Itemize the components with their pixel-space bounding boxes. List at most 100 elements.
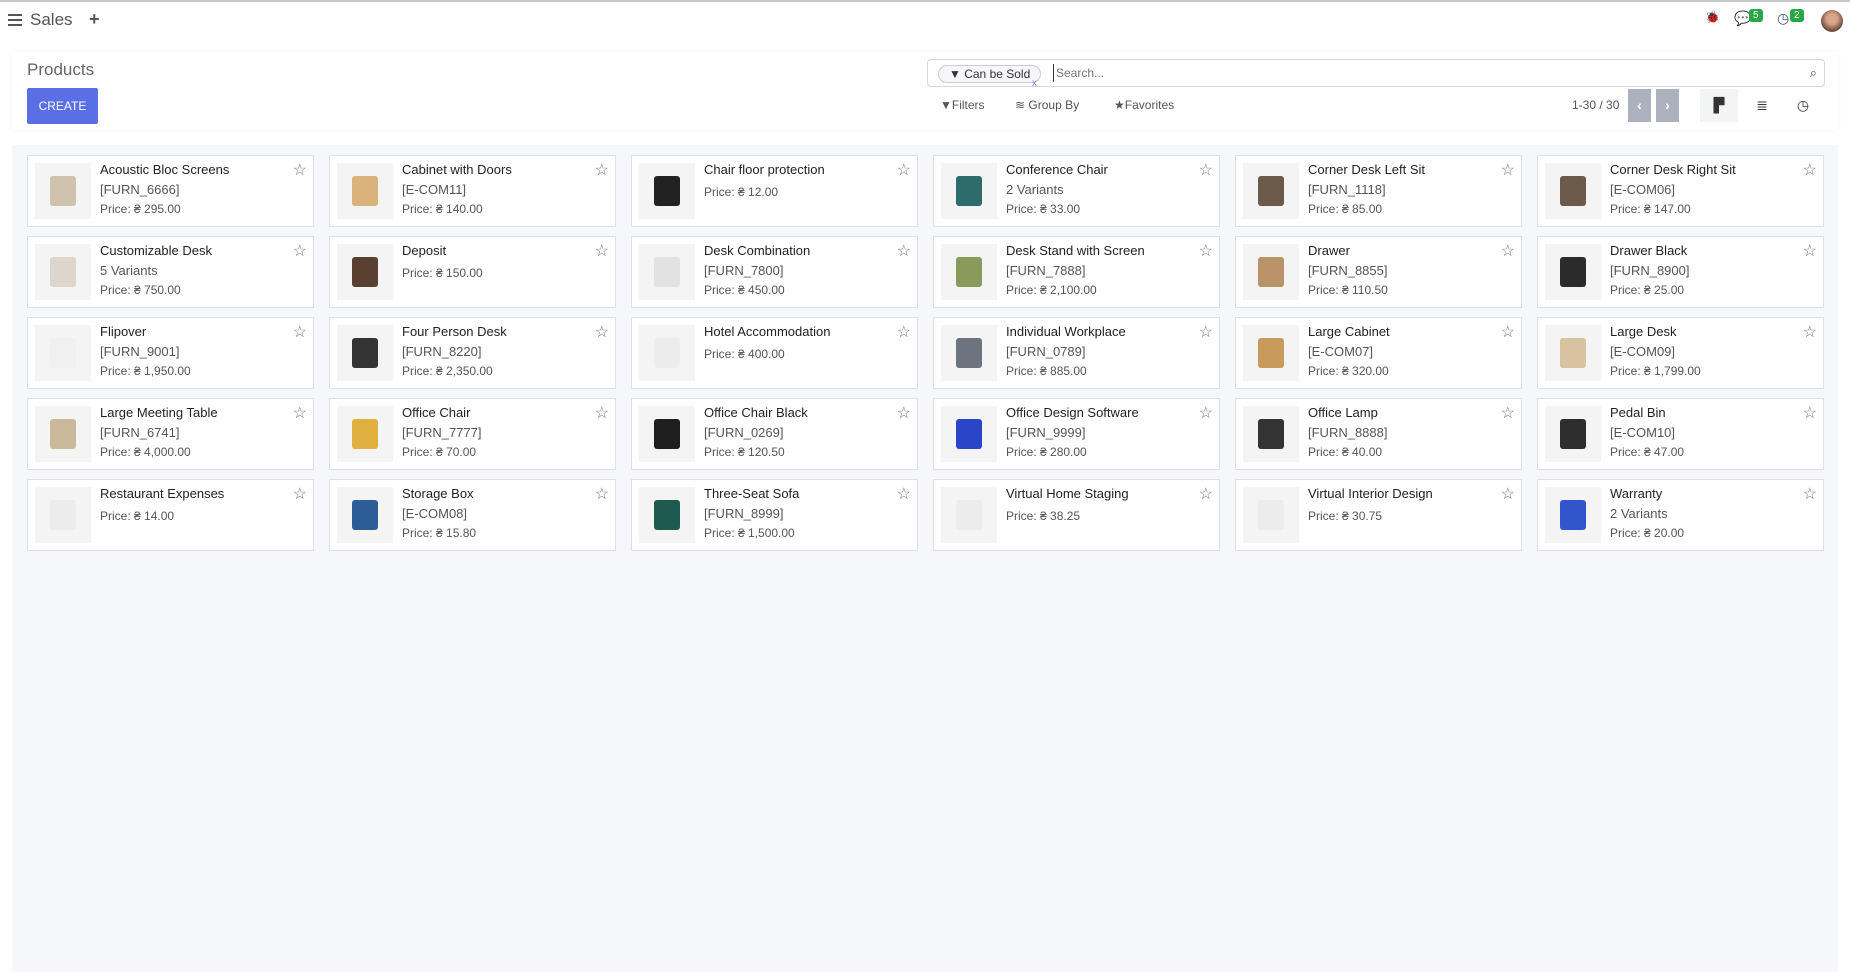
messages-count-badge: 5 <box>1749 9 1763 22</box>
product-card[interactable]: Large Desk [E-COM09] Price: ₴ 1,799.00 ☆ <box>1537 317 1824 389</box>
favorite-star-icon[interactable]: ☆ <box>896 486 911 503</box>
product-card[interactable]: Office Chair [FURN_7777] Price: ₴ 70.00 ☆ <box>329 398 616 470</box>
debug-bug-icon[interactable]: 🐞 <box>1705 10 1720 24</box>
favorite-star-icon[interactable]: ☆ <box>594 243 609 260</box>
favorite-star-icon[interactable]: ☆ <box>292 243 307 260</box>
favorite-star-icon[interactable]: ☆ <box>1500 405 1515 422</box>
favorite-star-icon[interactable]: ☆ <box>1198 162 1213 179</box>
product-reference: [FURN_0789] <box>1006 344 1086 359</box>
product-image <box>35 487 91 543</box>
product-card[interactable]: Drawer [FURN_8855] Price: ₴ 110.50 ☆ <box>1235 236 1522 308</box>
favorite-star-icon[interactable]: ☆ <box>1802 486 1817 503</box>
product-card[interactable]: Warranty 2 Variants Price: ₴ 20.00 ☆ <box>1537 479 1824 551</box>
search-icon[interactable]: ⌕ <box>1809 65 1817 80</box>
product-card[interactable]: Desk Combination [FURN_7800] Price: ₴ 450.… <box>631 236 918 308</box>
favorite-star-icon[interactable]: ☆ <box>594 324 609 341</box>
favorite-star-icon[interactable]: ☆ <box>1198 324 1213 341</box>
pager-next-button[interactable]: › <box>1656 89 1679 122</box>
product-card[interactable]: Large Meeting Table [FURN_6741] Price: ₴ 4… <box>27 398 314 470</box>
favorite-star-icon[interactable]: ☆ <box>1500 162 1515 179</box>
favorite-star-icon[interactable]: ☆ <box>292 405 307 422</box>
product-card[interactable]: Customizable Desk 5 Variants Price: ₴ 750.… <box>27 236 314 308</box>
product-card[interactable]: Chair floor protection Price: ₴ 12.00 ☆ <box>631 155 918 227</box>
favorite-star-icon[interactable]: ☆ <box>1802 162 1817 179</box>
product-image <box>639 406 695 462</box>
filter-facet-can-be-sold[interactable]: ▼ Can be Sold <box>938 65 1042 83</box>
new-tab-plus-icon[interactable]: + <box>89 9 100 29</box>
favorite-star-icon[interactable]: ☆ <box>896 324 911 341</box>
favorite-star-icon[interactable]: ☆ <box>1198 486 1213 503</box>
favorite-star-icon[interactable]: ☆ <box>292 162 307 179</box>
product-card[interactable]: Desk Stand with Screen [FURN_7888] Price: … <box>933 236 1220 308</box>
favorite-star-icon[interactable]: ☆ <box>896 405 911 422</box>
product-card[interactable]: Pedal Bin [E-COM10] Price: ₴ 47.00 ☆ <box>1537 398 1824 470</box>
product-card[interactable]: Large Cabinet [E-COM07] Price: ₴ 320.00 ☆ <box>1235 317 1522 389</box>
product-name: Large Desk <box>1610 324 1677 339</box>
favorite-star-icon[interactable]: ☆ <box>594 405 609 422</box>
product-card[interactable]: Restaurant Expenses Price: ₴ 14.00 ☆ <box>27 479 314 551</box>
facet-remove-icon[interactable]: x <box>1032 78 1037 89</box>
product-card[interactable]: Acoustic Bloc Screens [FURN_6666] Price: ₴… <box>27 155 314 227</box>
product-card[interactable]: Office Design Software [FURN_9999] Price: … <box>933 398 1220 470</box>
favorite-star-icon[interactable]: ☆ <box>1802 405 1817 422</box>
product-price: Price: ₴ 85.00 <box>1308 202 1383 216</box>
favorite-star-icon[interactable]: ☆ <box>896 162 911 179</box>
product-card[interactable]: Flipover [FURN_9001] Price: ₴ 1,950.00 ☆ <box>27 317 314 389</box>
product-card[interactable]: Drawer Black [FURN_8900] Price: ₴ 25.00 ☆ <box>1537 236 1824 308</box>
app-title[interactable]: Sales <box>30 10 73 29</box>
product-price: Price: ₴ 110.50 <box>1308 283 1388 297</box>
search-bar[interactable]: ▼ Can be Sold ⌕ <box>927 59 1825 87</box>
favorite-star-icon[interactable]: ☆ <box>292 486 307 503</box>
favorite-star-icon[interactable]: ☆ <box>1500 324 1515 341</box>
favorite-star-icon[interactable]: ☆ <box>594 162 609 179</box>
product-card[interactable]: Corner Desk Right Sit [E-COM06] Price: ₴ 1… <box>1537 155 1824 227</box>
product-image <box>1545 244 1601 300</box>
pager-previous-button[interactable]: ‹ <box>1628 89 1651 122</box>
activities-clock-icon[interactable]: ◷ <box>1777 10 1790 26</box>
product-card[interactable]: Virtual Interior Design Price: ₴ 30.75 ☆ <box>1235 479 1522 551</box>
favorites-button[interactable]: ★Favorites <box>1114 98 1174 112</box>
product-card[interactable]: Storage Box [E-COM08] Price: ₴ 15.80 ☆ <box>329 479 616 551</box>
hamburger-menu-icon[interactable] <box>8 14 22 26</box>
group-by-button[interactable]: ≋ Group By <box>1015 98 1079 112</box>
kanban-view-icon[interactable]: ▛ <box>1700 89 1738 122</box>
product-card[interactable]: Corner Desk Left Sit [FURN_1118] Price: ₴ … <box>1235 155 1522 227</box>
create-button[interactable]: CREATE <box>27 88 98 124</box>
product-name: Drawer Black <box>1610 243 1688 258</box>
favorite-star-icon[interactable]: ☆ <box>292 324 307 341</box>
product-card[interactable]: Individual Workplace [FURN_0789] Price: ₴ … <box>933 317 1220 389</box>
product-image <box>35 325 91 381</box>
favorite-star-icon[interactable]: ☆ <box>594 486 609 503</box>
product-card[interactable]: Hotel Accommodation Price: ₴ 400.00 ☆ <box>631 317 918 389</box>
favorite-star-icon[interactable]: ☆ <box>1500 243 1515 260</box>
favorite-star-icon[interactable]: ☆ <box>1802 243 1817 260</box>
product-reference: [FURN_6666] <box>100 182 180 197</box>
favorite-star-icon[interactable]: ☆ <box>1500 486 1515 503</box>
product-card[interactable]: Virtual Home Staging Price: ₴ 38.25 ☆ <box>933 479 1220 551</box>
product-card[interactable]: Office Lamp [FURN_8888] Price: ₴ 40.00 ☆ <box>1235 398 1522 470</box>
favorite-star-icon[interactable]: ☆ <box>1198 243 1213 260</box>
favorite-star-icon[interactable]: ☆ <box>1802 324 1817 341</box>
product-price: Price: ₴ 2,350.00 <box>402 364 493 378</box>
activity-view-clock-icon[interactable]: ◷ <box>1796 97 1810 113</box>
favorite-star-icon[interactable]: ☆ <box>1198 405 1213 422</box>
product-name: Corner Desk Left Sit <box>1308 162 1426 177</box>
product-card[interactable]: Conference Chair 2 Variants Price: ₴ 33.00… <box>933 155 1220 227</box>
user-avatar[interactable] <box>1821 10 1843 32</box>
pager-value[interactable]: 1-30 / 30 <box>1572 98 1620 112</box>
product-card[interactable]: Deposit Price: ₴ 150.00 ☆ <box>329 236 616 308</box>
product-card[interactable]: Four Person Desk [FURN_8220] Price: ₴ 2,35… <box>329 317 616 389</box>
search-input[interactable] <box>1053 64 1753 82</box>
messages-chat-icon[interactable]: 💬 <box>1734 10 1752 26</box>
product-card[interactable]: Three-Seat Sofa [FURN_8999] Price: ₴ 1,500… <box>631 479 918 551</box>
favorite-star-icon[interactable]: ☆ <box>896 243 911 260</box>
product-image <box>337 244 393 300</box>
product-card[interactable]: Office Chair Black [FURN_0269] Price: ₴ 12… <box>631 398 918 470</box>
product-card[interactable]: Cabinet with Doors [E-COM11] Price: ₴ 140.… <box>329 155 616 227</box>
product-price: Price: ₴ 400.00 <box>704 347 785 361</box>
product-image <box>1545 406 1601 462</box>
product-name: Desk Stand with Screen <box>1006 243 1145 258</box>
list-view-icon[interactable]: ≣ <box>1756 97 1768 113</box>
filters-button[interactable]: ▼Filters <box>940 98 985 112</box>
product-price: Price: ₴ 15.80 <box>402 526 477 540</box>
